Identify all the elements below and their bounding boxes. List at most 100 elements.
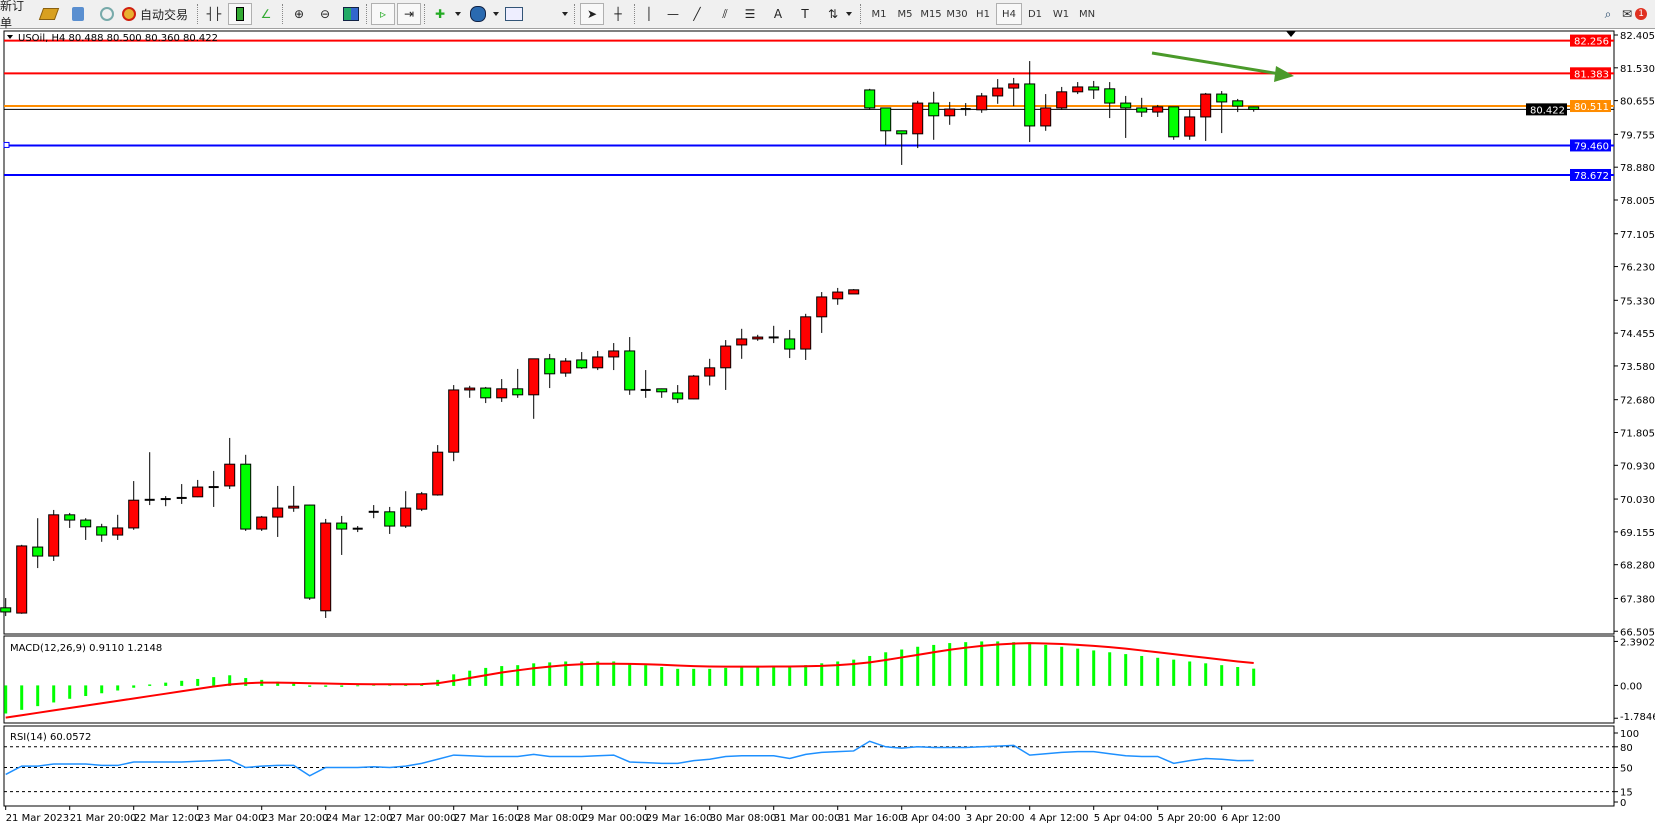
zoom-in-icon[interactable]: ⊕ <box>293 7 305 21</box>
market-watch-icon[interactable] <box>37 3 61 25</box>
arrow-head-icon <box>1274 66 1294 82</box>
timeframe-m30[interactable]: M30 <box>946 8 968 20</box>
search-icon[interactable]: ⌕ <box>1604 6 1612 21</box>
periods-icon[interactable] <box>466 3 490 25</box>
auto-trading-button[interactable]: 自动交易 <box>122 3 192 25</box>
rsi-tick-label: 80 <box>1620 743 1633 754</box>
templates-dropdown[interactable] <box>562 12 568 16</box>
timeframe-h4[interactable]: H4 <box>996 3 1022 25</box>
candle-body <box>784 338 796 350</box>
candle <box>704 358 716 386</box>
candle-body <box>656 388 668 393</box>
macd-pane <box>3 635 1615 724</box>
horizontal-line-icon[interactable]: — <box>667 7 679 21</box>
candle-body <box>432 451 444 496</box>
candle <box>656 388 668 398</box>
candle <box>864 88 876 110</box>
line-price-label: 80.511 <box>1574 102 1609 113</box>
candle-body <box>112 527 124 536</box>
notification-icon: ✉ <box>1622 7 1633 21</box>
timeframe-m15[interactable]: M15 <box>920 8 942 20</box>
time-tick-label: 29 Mar 16:00 <box>646 813 713 824</box>
time-tick-label: 27 Mar 16:00 <box>454 813 521 824</box>
timeframe-d1[interactable]: D1 <box>1027 8 1043 20</box>
indicators-icon[interactable]: ✚ <box>434 7 446 21</box>
zoom-out-icon[interactable]: ⊖ <box>319 7 331 21</box>
candle <box>1248 106 1260 112</box>
toolbar: 新订单 自动交易 ┤├ ∠ ⊕ ⊖ ▹ ⇥ ✚ ➤ ┼ │ — ╱ ⫽ ☰ A … <box>0 0 1655 30</box>
data-window-icon[interactable] <box>66 3 90 25</box>
candle-body <box>1024 83 1036 127</box>
candle <box>816 292 828 333</box>
candle <box>128 481 140 530</box>
candle <box>400 491 412 528</box>
candle <box>624 337 636 395</box>
timeframe-w1[interactable]: W1 <box>1052 8 1070 20</box>
indicators-dropdown[interactable] <box>455 12 461 16</box>
line-handle[interactable] <box>3 141 10 148</box>
time-tick-label: 22 Mar 12:00 <box>134 813 201 824</box>
timeframe-m1[interactable]: M1 <box>871 8 887 20</box>
price-tick-label: 75.330 <box>1620 296 1655 307</box>
candle <box>384 506 396 534</box>
macd-indicator <box>4 641 1256 719</box>
line-price-box <box>1570 34 1611 47</box>
notification-badge: 1 <box>1635 8 1648 20</box>
candle <box>1120 95 1132 138</box>
auto-scroll-icon[interactable]: ▹ <box>371 3 395 25</box>
vertical-line-icon[interactable]: │ <box>645 7 653 21</box>
candle-body <box>256 516 268 530</box>
chart-shift-icon[interactable]: ⇥ <box>397 3 421 25</box>
fibonacci-icon[interactable]: ☰ <box>744 7 756 21</box>
candle-body <box>384 511 396 527</box>
candle <box>304 504 316 600</box>
templates-icon[interactable] <box>502 3 526 25</box>
text-label-icon[interactable]: T <box>801 7 809 21</box>
new-order-button[interactable]: 新订单 <box>0 0 34 30</box>
time-tick-label: 30 Mar 08:00 <box>710 813 777 824</box>
line-chart-icon[interactable]: ∠ <box>260 7 272 21</box>
crosshair-icon[interactable]: ┼ <box>614 7 622 21</box>
cursor-icon[interactable]: ➤ <box>580 3 604 25</box>
arrows-icon[interactable]: ⇅ <box>827 7 839 21</box>
timeframe-h1[interactable]: H1 <box>976 8 990 20</box>
candle-body <box>816 296 828 318</box>
toolbar-separator <box>282 4 285 24</box>
candle <box>720 340 732 390</box>
price-tick-label: 78.880 <box>1620 163 1655 174</box>
candle <box>448 385 460 462</box>
macd-signal-line <box>5 642 1254 719</box>
macd-tick-label: 0.00 <box>1620 681 1642 692</box>
candle-body <box>592 356 604 369</box>
timeframe-m5[interactable]: M5 <box>897 8 913 20</box>
candle-body <box>64 514 76 521</box>
candle <box>64 512 76 528</box>
candle-body <box>992 87 1004 97</box>
bar-chart-icon[interactable]: ┤├ <box>206 7 222 21</box>
candle <box>992 79 1004 104</box>
signals-icon[interactable] <box>95 3 119 25</box>
candle <box>240 454 252 531</box>
candlestick-icon[interactable] <box>228 3 252 25</box>
timeframe-mn[interactable]: MN <box>1078 8 1096 20</box>
candle <box>896 130 908 165</box>
candle <box>1040 94 1052 131</box>
price-tick-label: 70.030 <box>1620 495 1655 506</box>
candle-body <box>528 358 540 396</box>
candle-body <box>192 486 204 498</box>
candle-body <box>96 526 108 536</box>
equidistant-channel-icon[interactable]: ⫽ <box>722 6 728 21</box>
tile-windows-icon[interactable] <box>339 3 363 25</box>
trendline-icon[interactable]: ╱ <box>693 7 701 21</box>
chart-menu-triangle-icon[interactable] <box>7 35 13 39</box>
trend-arrow[interactable] <box>1151 51 1287 77</box>
candle <box>32 518 44 569</box>
text-icon[interactable]: A <box>773 7 783 21</box>
notification-button[interactable]: ✉ 1 <box>1622 3 1648 25</box>
candle <box>272 485 284 537</box>
periods-dropdown[interactable] <box>493 12 499 16</box>
chart-shift-marker-icon[interactable] <box>1286 31 1296 37</box>
candle <box>608 343 620 371</box>
arrows-dropdown[interactable] <box>846 12 852 16</box>
